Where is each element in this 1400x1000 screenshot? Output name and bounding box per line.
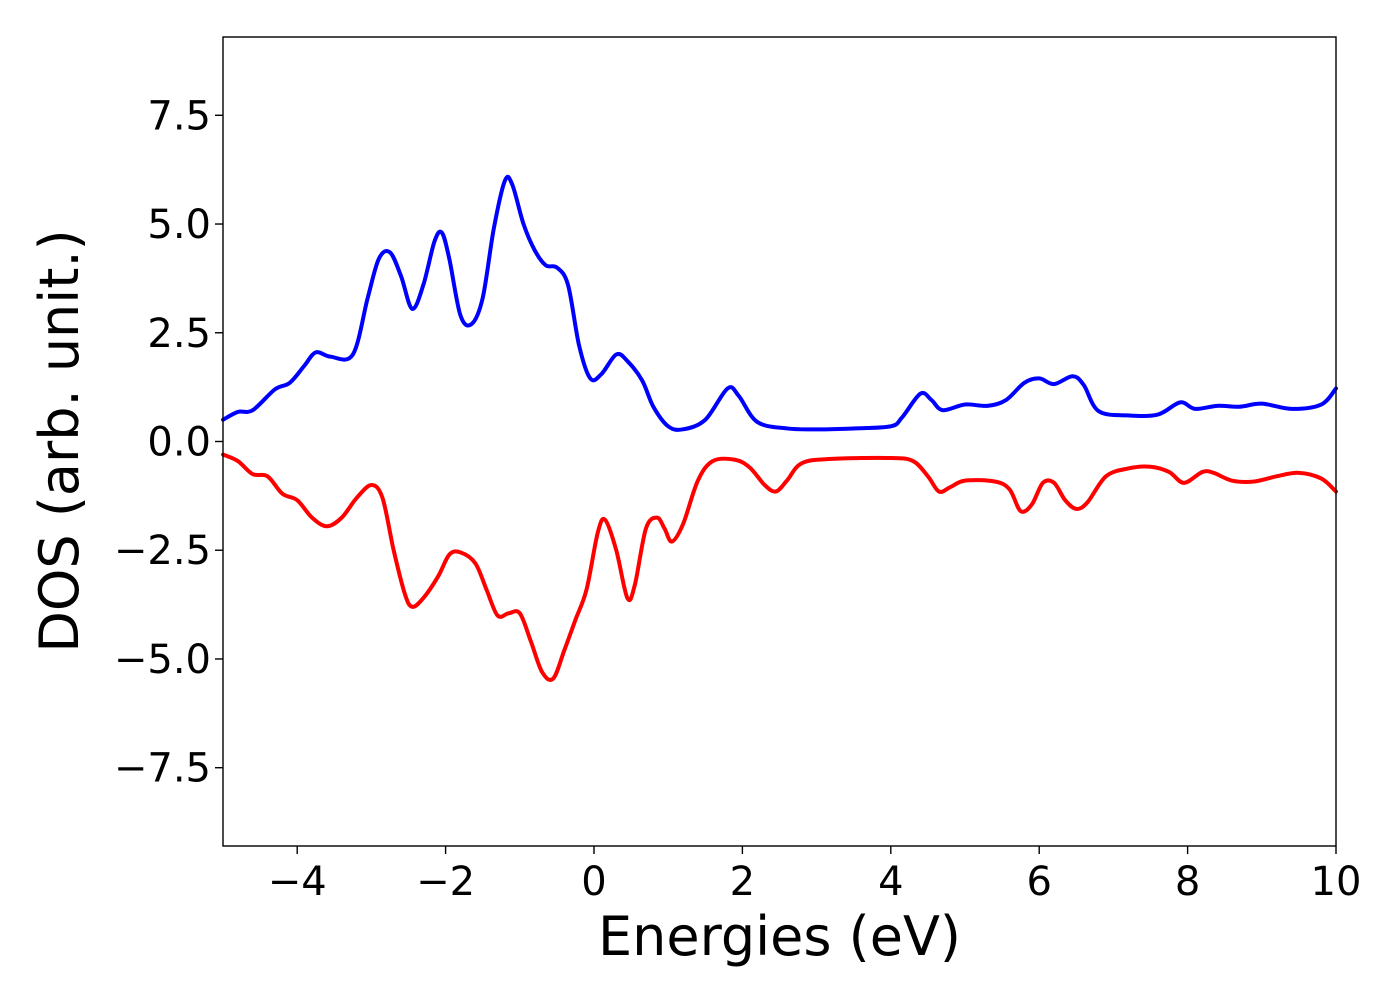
series-line-down xyxy=(221,452,1338,682)
series-layer xyxy=(221,174,1338,682)
y-tick-label: −5.0 xyxy=(114,637,211,683)
x-tick-label: 8 xyxy=(1175,859,1200,905)
x-tick-label: −4 xyxy=(268,859,327,905)
y-axis-label: DOS (arb. unit.) xyxy=(28,229,91,652)
x-axis-label: Energies (eV) xyxy=(598,905,961,968)
y-tick-label: 7.5 xyxy=(147,93,211,139)
x-axis-ticks: −4 −2 0 2 4 6 8 10 xyxy=(268,846,1362,905)
y-tick-label: −7.5 xyxy=(114,746,211,792)
x-tick-label: 2 xyxy=(730,859,755,905)
y-tick-label: −2.5 xyxy=(114,528,211,574)
y-tick-label: 0.0 xyxy=(147,420,211,466)
x-tick-label: −2 xyxy=(416,859,475,905)
x-tick-label: 0 xyxy=(581,859,606,905)
x-tick-label: 4 xyxy=(878,859,903,905)
y-tick-label: 5.0 xyxy=(147,202,211,248)
plot-background xyxy=(223,37,1336,846)
x-tick-label: 6 xyxy=(1026,859,1051,905)
y-tick-label: 2.5 xyxy=(147,311,211,357)
y-axis-ticks: 7.5 5.0 2.5 0.0 −2.5 −5.0 −7.5 xyxy=(114,93,223,792)
series-line-up xyxy=(221,174,1338,432)
x-tick-label: 10 xyxy=(1311,859,1362,905)
